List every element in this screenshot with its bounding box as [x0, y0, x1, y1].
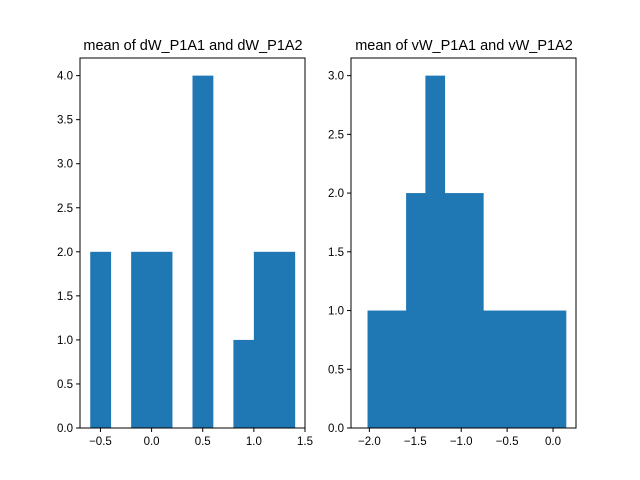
histogram-bar-right-8 — [521, 310, 542, 428]
x-tick-label-right-3: −0.5 — [496, 436, 519, 448]
y-tick-label-right-6: 3.0 — [328, 71, 344, 83]
x-tick-label-right-0: −2.0 — [358, 436, 381, 448]
y-tick-label-left-5: 2.5 — [57, 203, 73, 215]
axes-frame-left — [79, 57, 306, 429]
y-tick-label-right-4: 2.0 — [328, 188, 344, 200]
y-tick-label-right-3: 1.5 — [328, 247, 344, 259]
x-tick-label-left-3: 1.0 — [246, 436, 262, 448]
x-tick-label-left-0: −0.5 — [89, 436, 112, 448]
x-tick-label-right-1: −1.5 — [404, 436, 427, 448]
ticks-left: −0.5 0.0 0.5 1.0 1.5 0.0 0.5 1.0 1.5 2.0 2.5 3.0 3.5… — [57, 71, 313, 448]
x-tick-label-right-4: 0.0 — [545, 436, 561, 448]
y-tick-label-left-2: 1.0 — [57, 335, 73, 347]
histogram-bar-right-9 — [541, 310, 567, 428]
histogram-bar-left-3 — [151, 251, 173, 428]
y-tick-label-left-8: 4.0 — [57, 71, 73, 83]
y-tick-label-left-4: 2.0 — [57, 247, 73, 259]
histogram-bar-left-0 — [90, 251, 112, 428]
histogram-bar-left-5 — [192, 75, 214, 429]
y-tick-label-left-1: 0.5 — [57, 379, 73, 391]
histogram-bar-right-3 — [425, 75, 446, 429]
chart-title-left: mean of dW_P1A1 and dW_P1A2 — [83, 38, 302, 54]
histogram-bar-right-0 — [367, 310, 388, 428]
x-tick-label-right-2: −1.0 — [450, 436, 473, 448]
histogram-bar-left-7 — [233, 339, 255, 428]
y-tick-label-right-2: 1.0 — [328, 306, 344, 318]
histogram-bar-left-9 — [274, 251, 296, 428]
histogram-bar-right-6 — [483, 310, 503, 428]
x-tick-label-left-4: 1.5 — [297, 436, 313, 448]
histogram-bar-left-2 — [131, 251, 152, 428]
histogram-bar-left-8 — [253, 251, 275, 428]
histogram-bar-right-7 — [502, 310, 523, 428]
y-tick-label-right-0: 0.0 — [328, 423, 344, 435]
chart-title-right: mean of vW_P1A1 and vW_P1A2 — [355, 38, 573, 54]
bars-right — [367, 75, 567, 429]
histogram-bar-right-4 — [444, 193, 465, 428]
y-tick-label-right-1: 0.5 — [328, 364, 344, 376]
axes-frame-right — [350, 57, 577, 429]
histogram-panel-right: mean of vW_P1A1 and vW_P1A2 −2.0 −1.5 −1.0… — [328, 38, 577, 448]
y-tick-label-left-0: 0.0 — [57, 423, 73, 435]
y-tick-label-left-6: 3.0 — [57, 159, 73, 171]
bars-left — [90, 75, 296, 429]
histogram-bar-right-2 — [406, 193, 426, 428]
ticks-right: −2.0 −1.5 −1.0 −0.5 0.0 0.0 0.5 1.0 1.5 2.0 2.5 3.0 — [328, 71, 561, 448]
y-tick-label-left-3: 1.5 — [57, 291, 73, 303]
histogram-bar-right-1 — [386, 310, 407, 428]
x-tick-label-left-2: 0.5 — [195, 436, 211, 448]
x-tick-label-left-1: 0.0 — [144, 436, 160, 448]
y-tick-label-right-5: 2.5 — [328, 129, 344, 141]
histogram-bar-right-5 — [463, 193, 484, 428]
y-tick-label-left-7: 3.5 — [57, 115, 73, 127]
histogram-panel-left: mean of dW_P1A1 and dW_P1A2 −0.5 0.0 0.5 1.… — [57, 38, 313, 448]
